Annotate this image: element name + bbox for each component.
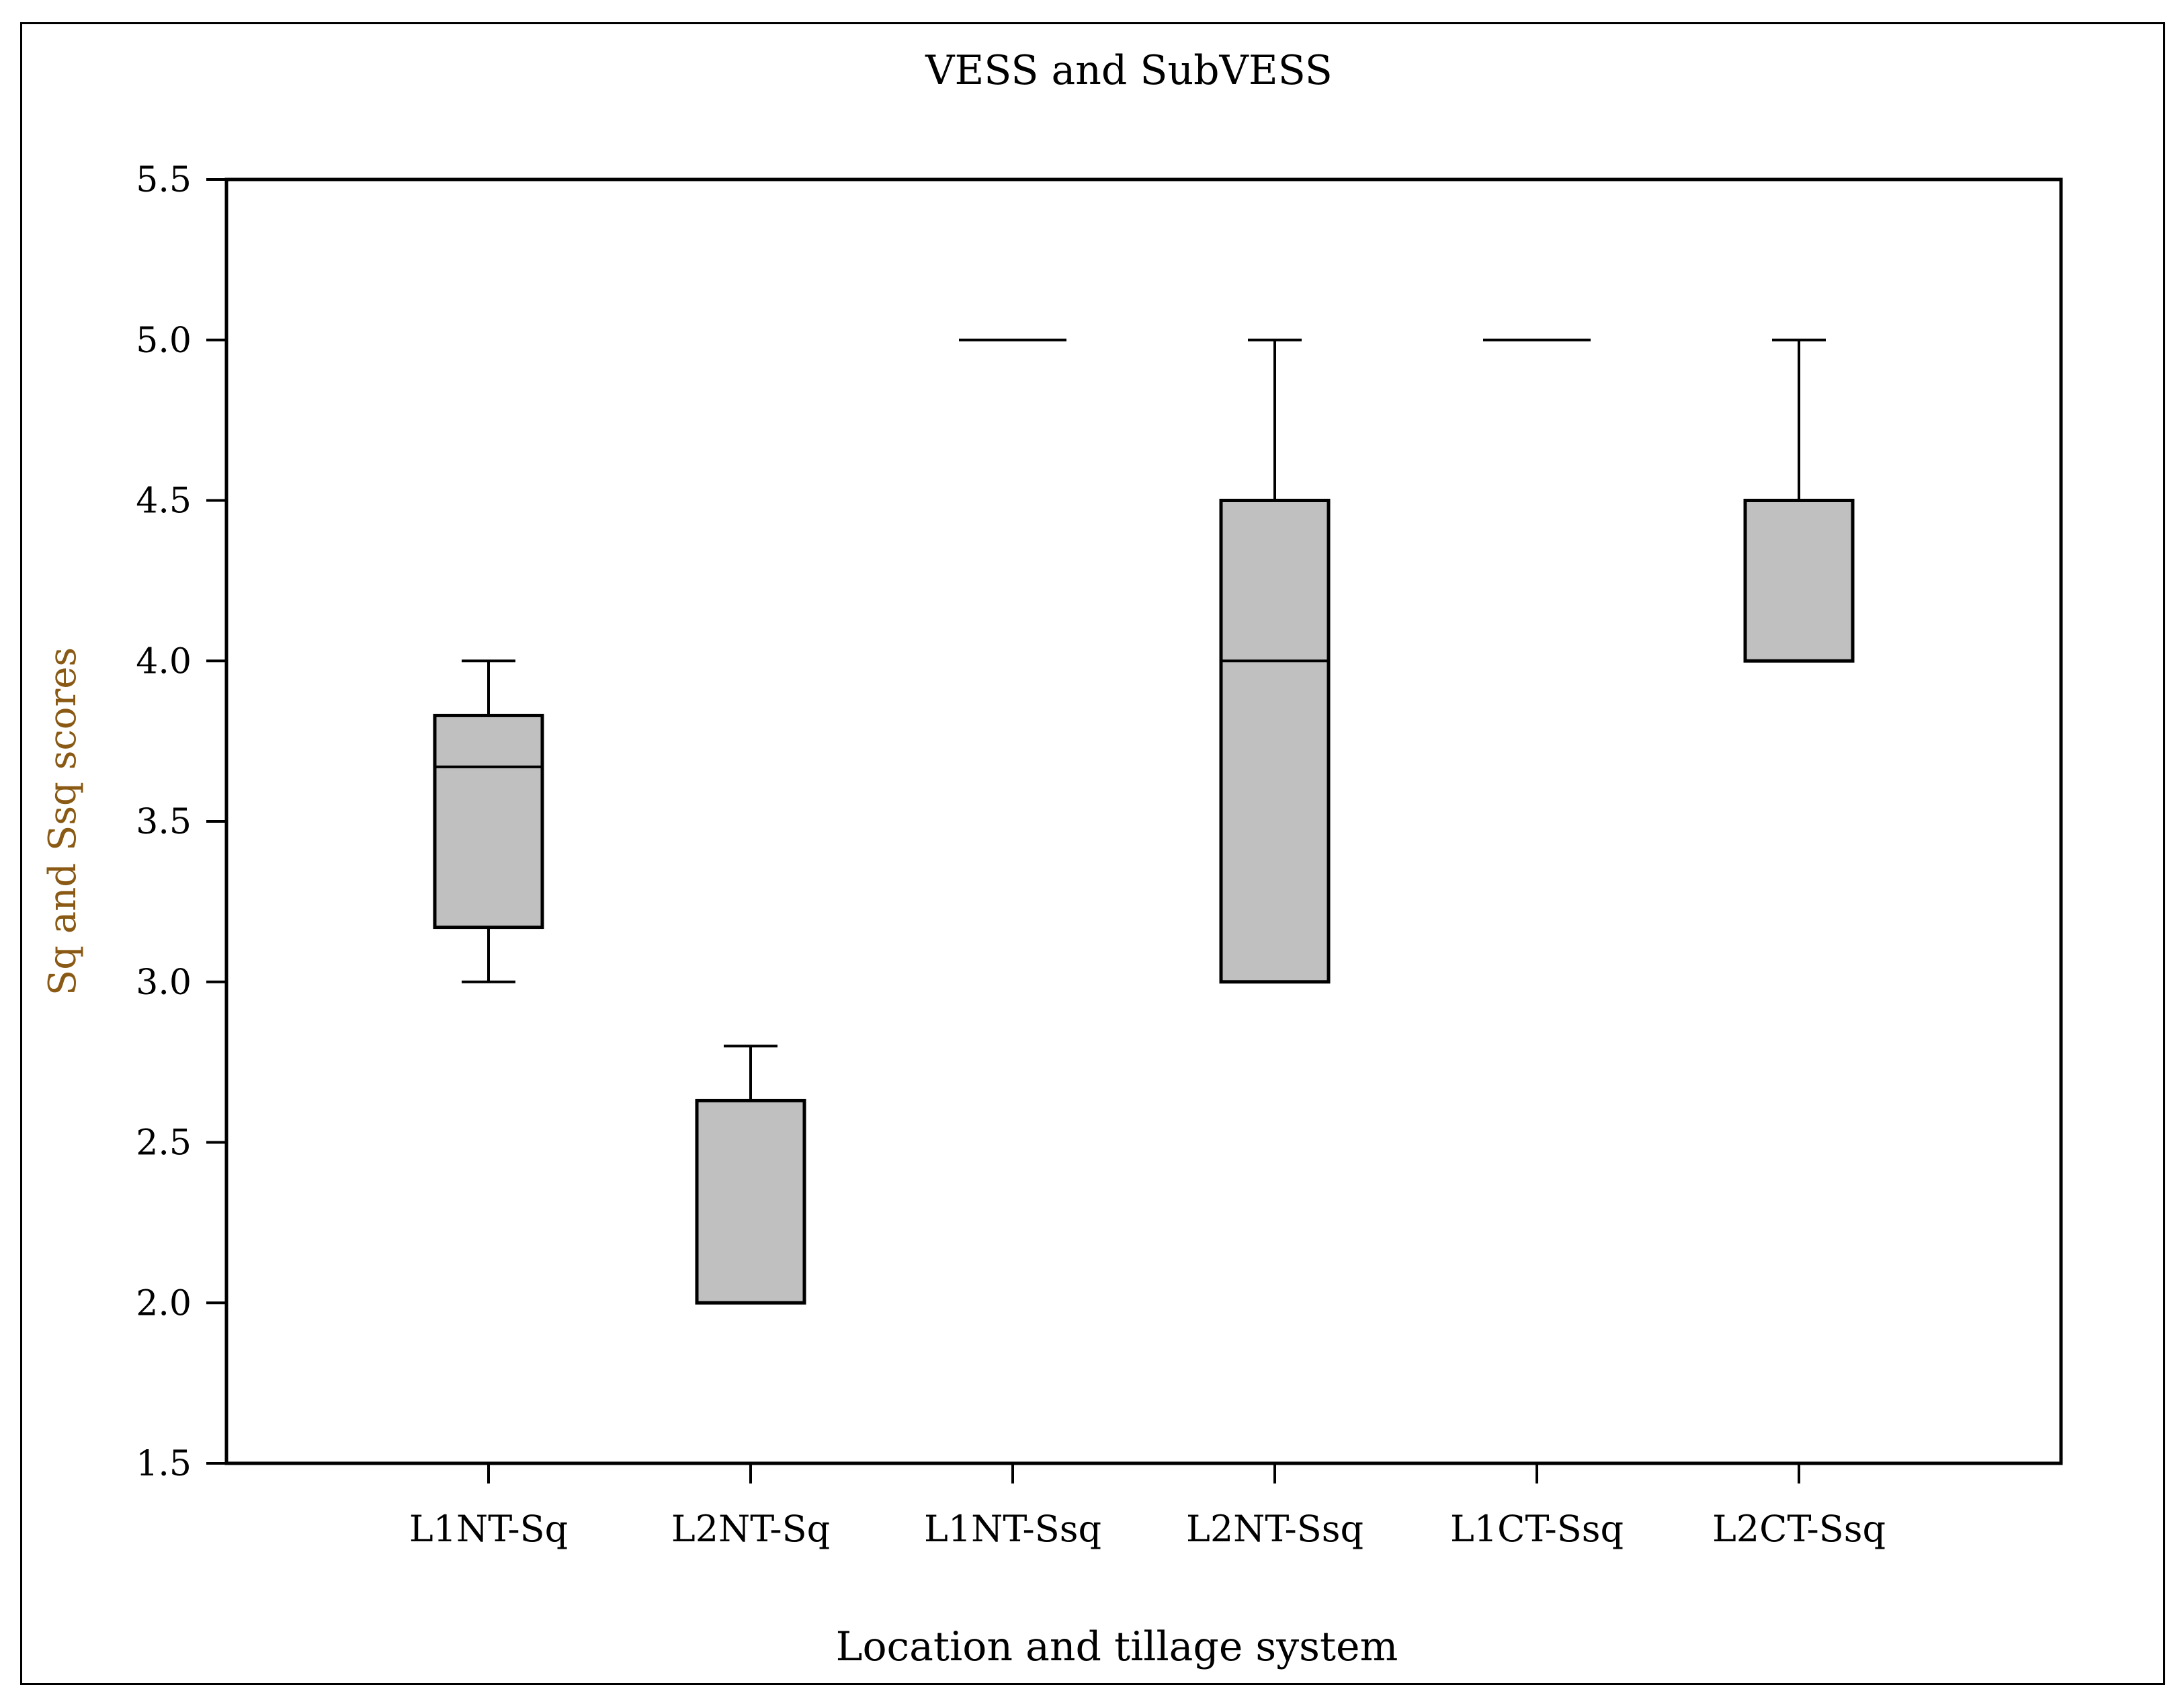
y-tick-label: 2.5: [136, 1123, 192, 1164]
x-tick-label: L1CT-Ssq: [1450, 1508, 1624, 1550]
x-tick-label: L1NT-Sq: [409, 1508, 568, 1550]
y-tick-label: 2.0: [136, 1283, 192, 1324]
y-tick-label: 4.0: [136, 641, 192, 682]
iqr-box: [697, 1100, 804, 1303]
y-tick-label: 1.5: [136, 1444, 192, 1484]
box-L2NT-Sq: [697, 1046, 804, 1303]
box-L1NT-Sq: [435, 661, 542, 982]
y-tick-label: 3.0: [136, 963, 192, 1003]
x-axis-label: Location and tillage system: [836, 1623, 1398, 1670]
x-tick-label: L2CT-Ssq: [1712, 1508, 1886, 1550]
y-tick-label: 4.5: [136, 481, 192, 522]
box-series: [435, 340, 1853, 1303]
iqr-box: [1221, 501, 1329, 982]
iqr-box: [1745, 501, 1853, 661]
x-tick-label: L2NT-Ssq: [1186, 1508, 1363, 1550]
box-L2NT-Ssq: [1221, 340, 1329, 982]
x-axis: L1NT-Sq L2NT-Sq L1NT-Ssq L2NT-Ssq L1CT-Ssq L2…: [409, 1463, 1886, 1550]
box-L2CT-Ssq: [1745, 340, 1853, 661]
y-tick-label: 5.0: [136, 321, 192, 361]
chart-title: VESS and SubVESS: [925, 47, 1333, 94]
y-tick-label: 5.5: [136, 160, 192, 200]
box-plot-chart: VESS and SubVESS 1.5 2.0 2.5 3.0 3.5 4.0 4.5 5.…: [0, 0, 2184, 1708]
y-tick-label: 3.5: [136, 802, 192, 842]
y-axis: 1.5 2.0 2.5 3.0 3.5 4.0 4.5 5.0 5.5: [136, 160, 226, 1484]
x-tick-label: L2NT-Sq: [671, 1508, 830, 1550]
y-axis-label: Sq and Ssq scores: [41, 647, 85, 995]
x-tick-label: L1NT-Ssq: [924, 1508, 1101, 1550]
iqr-box: [435, 715, 542, 927]
